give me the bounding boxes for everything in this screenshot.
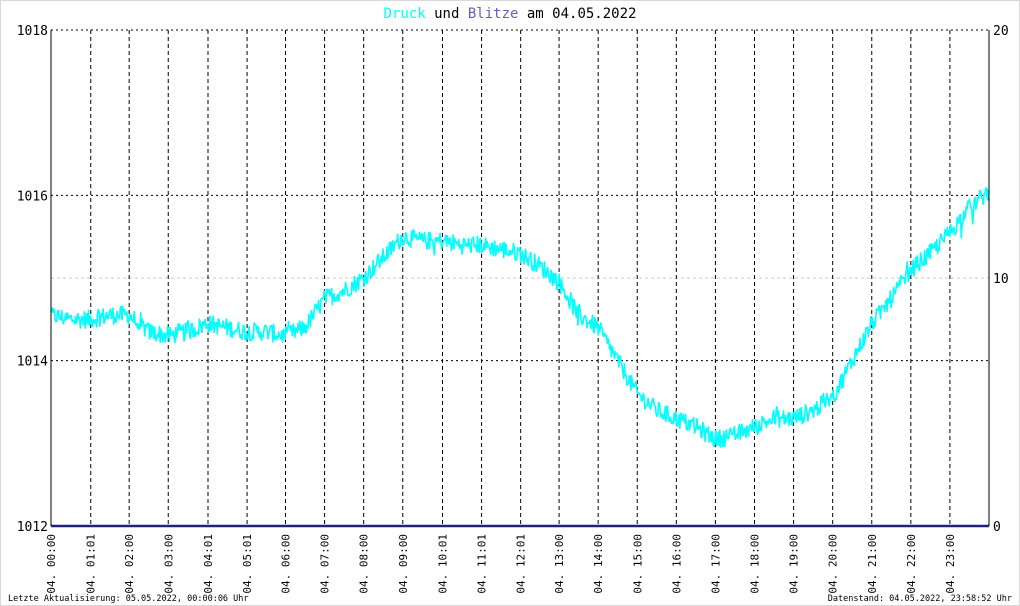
x-tick-label-1: 04. 01:01 xyxy=(85,534,98,594)
title-date: am 04.05.2022 xyxy=(518,6,636,22)
x-tick-label-7: 04. 07:00 xyxy=(319,534,332,594)
x-tick-label-5: 04. 05:01 xyxy=(241,534,254,594)
x-tick-label-18: 04. 18:00 xyxy=(749,534,762,594)
x-tick-label-4: 04. 04:01 xyxy=(202,534,215,594)
x-tick-label-0: 04. 00:00 xyxy=(45,534,58,594)
x-tick-label-2: 04. 02:00 xyxy=(123,534,136,594)
x-tick-label-22: 04. 22:00 xyxy=(905,534,918,594)
left-tick-label-3: 1018 xyxy=(17,24,48,39)
x-tick-label-14: 04. 14:00 xyxy=(592,534,605,594)
x-tick-label-15: 04. 15:00 xyxy=(631,534,644,594)
druck-line xyxy=(50,187,990,448)
right-tick-label-1: 10 xyxy=(993,272,1009,287)
title-und: und xyxy=(426,6,468,22)
left-tick-label-0: 1012 xyxy=(17,520,48,535)
grid xyxy=(51,29,989,526)
x-tick-label-16: 04. 16:00 xyxy=(670,534,683,594)
footer-data-status: Datenstand: 04.05.2022, 23:58:52 Uhr xyxy=(828,594,1012,604)
x-tick-label-9: 04. 09:00 xyxy=(397,534,410,594)
axes: 1012 1014 1016 1018 0 10 20 04. 00:00 04. 01:01 0… xyxy=(17,24,1009,594)
x-tick-label-11: 04. 11:01 xyxy=(476,534,489,594)
right-tick-label-2: 20 xyxy=(993,24,1009,39)
x-tick-label-20: 04. 20:00 xyxy=(827,534,840,594)
x-tick-label-17: 04. 17:00 xyxy=(709,534,722,594)
x-tick-label-12: 04. 12:01 xyxy=(515,534,528,594)
x-tick-label-13: 04. 13:00 xyxy=(553,534,566,594)
x-tick-label-23: 04. 23:00 xyxy=(944,534,957,594)
x-tick-label-19: 04. 19:00 xyxy=(788,534,801,594)
x-tick-label-3: 04. 03:00 xyxy=(162,534,175,594)
right-tick-label-0: 0 xyxy=(993,520,1001,535)
x-tick-label-10: 04. 10:01 xyxy=(436,534,449,594)
x-tick-label-21: 04. 21:00 xyxy=(866,534,879,594)
left-tick-label-2: 1016 xyxy=(17,189,48,204)
series-druck xyxy=(50,187,990,448)
x-tick-label-6: 04. 06:00 xyxy=(280,534,293,594)
x-tick-label-8: 04. 08:00 xyxy=(358,534,371,594)
footer-last-update: Letzte Aktualisierung: 05.05.2022, 00:00… xyxy=(8,594,249,604)
title-blitze: Blitze xyxy=(468,6,519,22)
chart-title: Druck und Blitze am 04.05.2022 xyxy=(384,6,637,22)
left-tick-label-1: 1014 xyxy=(17,355,48,370)
title-druck: Druck xyxy=(384,6,427,22)
